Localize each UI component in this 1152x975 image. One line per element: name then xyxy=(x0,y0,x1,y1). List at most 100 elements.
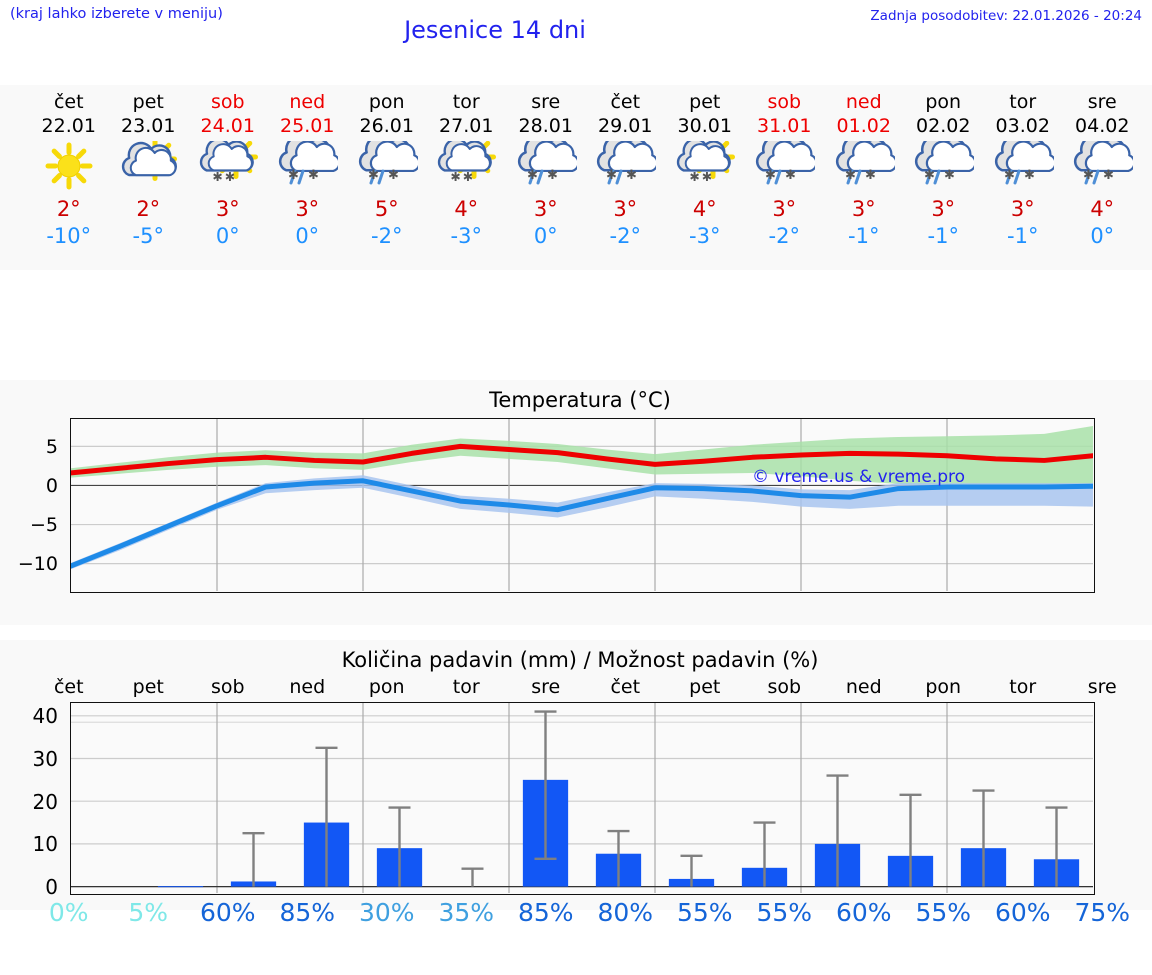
svg-text:✱: ✱ xyxy=(865,168,876,183)
cloud-rain-snow-icon: ✱ ✱ xyxy=(745,140,825,196)
day-min-temperature: -2° xyxy=(371,224,403,248)
day-max-temperature: 3° xyxy=(215,197,240,221)
day-max-temperature: 2° xyxy=(56,197,81,221)
day-column[interactable]: sre 04.02 ✱ ✱ 4° 0° xyxy=(1063,85,1143,270)
day-max-temperature: 4° xyxy=(454,197,479,221)
page-header: (kraj lahko izberete v meniju) Jesenice … xyxy=(0,0,1152,85)
day-name: ned xyxy=(845,91,882,113)
precipitation-probability-value: 5% xyxy=(128,898,169,927)
svg-text:✱: ✱ xyxy=(463,170,473,184)
day-column[interactable]: tor 03.02 ✱ ✱ 3° -1° xyxy=(983,85,1063,270)
day-name: tor xyxy=(1009,91,1037,113)
precipitation-day-label: sob xyxy=(210,676,245,698)
precipitation-y-tick-label: 40 xyxy=(32,704,58,729)
day-max-temperature: 4° xyxy=(692,197,717,221)
precipitation-day-label: pet xyxy=(132,676,164,698)
day-min-temperature: -10° xyxy=(46,224,92,248)
day-min-temperature: -2° xyxy=(609,224,641,248)
day-column[interactable]: čet 22.01 2° -10° xyxy=(29,85,109,270)
day-min-temperature: 0° xyxy=(1090,224,1115,248)
day-column[interactable]: pet 23.01 2° -5° xyxy=(109,85,189,270)
precipitation-probability-value: 55% xyxy=(756,898,813,927)
sun-cloud-snow-icon: ✱ ✱ xyxy=(427,140,507,196)
day-max-temperature: 4° xyxy=(1090,197,1115,221)
daily-forecast-row: čet 22.01 2° -10° pet 23.01 2° -5° sob 24.01 ✱ ✱ 3° 0… xyxy=(0,85,1152,270)
svg-text:✱: ✱ xyxy=(451,170,461,184)
last-updated-text: Zadnja posodobitev: 22.01.2026 - 20:24 xyxy=(870,8,1142,24)
temperature-chart-panel: Temperatura (°C) 5 0 −5 −10 xyxy=(0,380,1152,625)
svg-text:✱: ✱ xyxy=(944,168,955,183)
day-column[interactable]: ned 01.02 ✱ ✱ 3° -1° xyxy=(824,85,904,270)
precipitation-day-labels: čet pet sob ned pon tor sre čet pet sob ned pon tor s… xyxy=(0,676,1152,700)
day-column[interactable]: pon 02.02 ✱ ✱ 3° -1° xyxy=(904,85,984,270)
day-max-temperature: 3° xyxy=(613,197,638,221)
day-name: sob xyxy=(210,91,245,113)
temperature-plot-area xyxy=(70,418,1095,593)
copyright-watermark: © vreme.us & vreme.pro xyxy=(752,467,966,487)
precipitation-chart-title: Količina padavin (mm) / Možnost padavin … xyxy=(341,648,819,672)
day-min-temperature: -1° xyxy=(1007,224,1039,248)
day-name: pet xyxy=(689,91,721,113)
precipitation-plot-area xyxy=(70,702,1095,895)
temperature-y-tick-label: −10 xyxy=(17,553,58,576)
day-column[interactable]: pon 26.01 ✱ ✱ 5° -2° xyxy=(347,85,427,270)
day-min-temperature: -3° xyxy=(689,224,721,248)
day-column[interactable]: ned 25.01 ✱ ✱ 3° 0° xyxy=(268,85,348,270)
cloud-rain-snow-icon: ✱ ✱ xyxy=(347,140,427,196)
day-max-temperature: 3° xyxy=(931,197,956,221)
day-date: 29.01 xyxy=(598,115,653,137)
cloud-rain-snow-icon: ✱ ✱ xyxy=(586,140,666,196)
precipitation-day-label: ned xyxy=(845,676,882,698)
temperature-chart-title: Temperatura (°C) xyxy=(489,388,671,412)
page-title: Jesenice 14 dni xyxy=(404,16,586,44)
cloud-rain-snow-icon: ✱ ✱ xyxy=(904,140,984,196)
day-max-temperature: 3° xyxy=(533,197,558,221)
menu-hint-text: (kraj lahko izberete v meniju) xyxy=(10,6,223,22)
svg-text:✱: ✱ xyxy=(765,168,776,183)
day-column[interactable]: pet 30.01 ✱ ✱ 4° -3° xyxy=(665,85,745,270)
day-min-temperature: -2° xyxy=(768,224,800,248)
temperature-y-axis-labels: 5 0 −5 −10 xyxy=(0,418,64,593)
day-name: tor xyxy=(452,91,480,113)
sun-cloud-snow-icon: ✱ ✱ xyxy=(188,140,268,196)
precipitation-day-label: sre xyxy=(531,676,561,698)
precipitation-day-label: pon xyxy=(368,676,405,698)
day-date: 22.01 xyxy=(41,115,96,137)
svg-text:✱: ✱ xyxy=(924,168,935,183)
svg-text:✱: ✱ xyxy=(288,168,299,183)
precipitation-probability-value: 60% xyxy=(835,898,892,927)
day-date: 23.01 xyxy=(121,115,176,137)
temperature-y-tick-label: 0 xyxy=(45,474,58,497)
day-column[interactable]: sre 28.01 ✱ ✱ 3° 0° xyxy=(506,85,586,270)
svg-text:✱: ✱ xyxy=(1083,168,1094,183)
svg-text:✱: ✱ xyxy=(547,168,558,183)
day-min-temperature: 0° xyxy=(533,224,558,248)
svg-text:✱: ✱ xyxy=(1103,168,1114,183)
sun-cloud-snow-icon: ✱ ✱ xyxy=(665,140,745,196)
precipitation-y-tick-label: 0 xyxy=(45,875,58,900)
precipitation-y-axis-labels: 0 10 20 30 40 xyxy=(0,702,64,899)
day-max-temperature: 3° xyxy=(1010,197,1035,221)
precipitation-day-label: pet xyxy=(689,676,721,698)
day-max-temperature: 3° xyxy=(295,197,320,221)
precipitation-probability-value: 85% xyxy=(279,898,336,927)
day-max-temperature: 3° xyxy=(772,197,797,221)
precipitation-day-label: pon xyxy=(925,676,962,698)
day-name: pon xyxy=(925,91,962,113)
day-column[interactable]: tor 27.01 ✱ ✱ 4° -3° xyxy=(427,85,507,270)
precipitation-probability-value: 0% xyxy=(48,898,89,927)
precipitation-day-label: sre xyxy=(1087,676,1117,698)
day-column[interactable]: sob 24.01 ✱ ✱ 3° 0° xyxy=(188,85,268,270)
svg-text:✱: ✱ xyxy=(1004,168,1015,183)
precipitation-y-tick-label: 30 xyxy=(32,747,58,771)
cloud-rain-snow-icon: ✱ ✱ xyxy=(983,140,1063,196)
precipitation-probability-value: 60% xyxy=(199,898,256,927)
precipitation-day-label: čet xyxy=(53,676,84,698)
day-column[interactable]: čet 29.01 ✱ ✱ 3° -2° xyxy=(586,85,666,270)
day-min-temperature: -1° xyxy=(927,224,959,248)
day-max-temperature: 3° xyxy=(851,197,876,221)
precipitation-probability-row: 0% 5% 60% 85% 30% 35% 85% 80% 55% 55% 60% 55% 60% 75% xyxy=(0,898,1152,938)
svg-text:✱: ✱ xyxy=(689,170,699,184)
day-column[interactable]: sob 31.01 ✱ ✱ 3° -2° xyxy=(745,85,825,270)
svg-text:✱: ✱ xyxy=(606,168,617,183)
